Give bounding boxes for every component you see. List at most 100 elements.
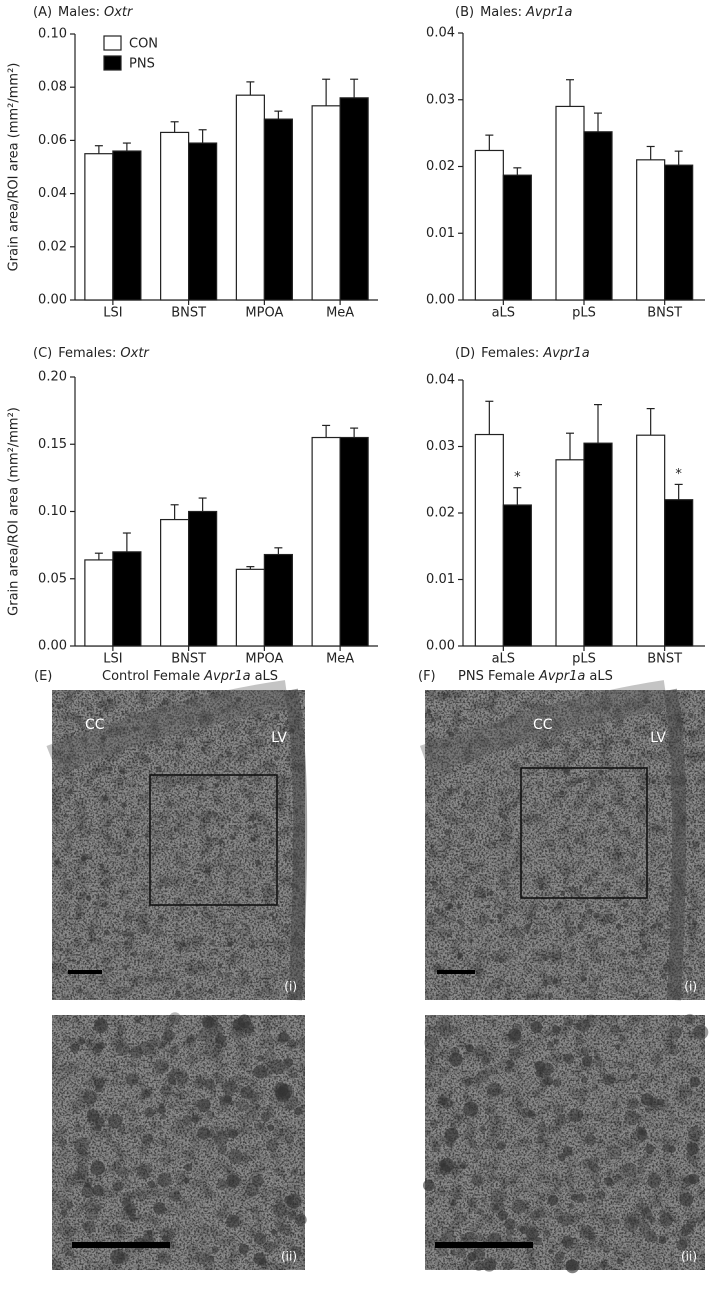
cell	[141, 1088, 152, 1099]
cell	[121, 948, 125, 952]
cell	[220, 1094, 232, 1106]
cell	[54, 859, 60, 865]
cell	[501, 814, 508, 820]
y-tick-label: 0.02	[38, 239, 67, 254]
cell	[568, 1108, 583, 1123]
cell	[288, 811, 293, 817]
cell	[450, 1123, 457, 1131]
cell	[115, 927, 121, 933]
cell	[450, 915, 456, 921]
cell	[257, 834, 260, 837]
cell	[197, 960, 202, 965]
cell	[686, 1142, 699, 1155]
cell	[652, 846, 656, 850]
cell	[184, 947, 190, 953]
cell	[188, 761, 192, 765]
legend-swatch	[103, 55, 122, 71]
cell	[226, 768, 230, 773]
panel-label: (A)	[33, 5, 52, 20]
cell	[284, 1195, 293, 1205]
y-tick-label: 0.01	[426, 572, 455, 587]
cell	[489, 891, 494, 896]
cell	[260, 1112, 271, 1122]
cell	[153, 1202, 166, 1215]
cell	[231, 1100, 238, 1107]
cell	[549, 808, 552, 811]
cell	[148, 1180, 156, 1189]
cell	[679, 1235, 692, 1248]
cell	[476, 1070, 489, 1083]
cell	[206, 1253, 213, 1261]
cell	[631, 796, 637, 801]
cell	[693, 758, 699, 764]
cell	[182, 1114, 193, 1126]
cell	[92, 787, 96, 792]
title-text: Males:	[480, 5, 522, 20]
cell	[537, 1122, 547, 1133]
cell	[81, 1149, 88, 1157]
y-tick-label: 0.06	[38, 133, 67, 148]
cell	[130, 953, 133, 957]
cell	[254, 1103, 261, 1110]
cell	[197, 1126, 211, 1140]
cell	[573, 838, 579, 844]
cell	[642, 906, 645, 909]
cell	[514, 763, 521, 769]
cell	[215, 774, 221, 780]
cell	[581, 1157, 592, 1169]
cell	[565, 1259, 580, 1274]
cell	[175, 1070, 190, 1085]
cell	[474, 1044, 487, 1057]
cell	[535, 1069, 544, 1078]
cell	[77, 988, 83, 994]
cell	[184, 691, 190, 698]
cell	[144, 1107, 155, 1118]
cell	[464, 1231, 478, 1246]
cell	[687, 915, 691, 920]
cell	[100, 892, 106, 898]
cell	[488, 717, 492, 722]
cell	[505, 983, 510, 988]
cell	[641, 1208, 652, 1220]
cell	[630, 754, 634, 758]
cell	[242, 781, 245, 785]
cell	[576, 1019, 590, 1033]
cell	[563, 1016, 574, 1027]
cell	[587, 818, 590, 821]
cell	[274, 914, 279, 919]
cell	[156, 978, 161, 982]
cell	[432, 1142, 441, 1152]
cell	[435, 965, 441, 972]
cell	[433, 907, 440, 914]
cell	[277, 877, 280, 880]
cell	[631, 950, 636, 956]
cell	[653, 983, 657, 986]
y-tick-label: 0.04	[38, 186, 67, 201]
y-axis-label: Grain area/ROI area (mm²/mm²)	[7, 407, 22, 616]
cell	[584, 1134, 596, 1146]
cell	[448, 788, 453, 793]
cell	[676, 1239, 688, 1251]
cell	[125, 1208, 132, 1215]
cell	[123, 849, 129, 855]
cell	[648, 1216, 655, 1223]
cell	[283, 923, 289, 929]
cell	[541, 1062, 554, 1076]
bar	[502, 504, 532, 647]
cell	[121, 930, 128, 937]
cell	[116, 1166, 127, 1177]
cell	[508, 1028, 522, 1042]
cell	[283, 792, 287, 796]
cell	[684, 1013, 696, 1025]
cell	[662, 942, 667, 947]
cell	[571, 862, 575, 866]
cell	[198, 863, 204, 869]
cell	[563, 1053, 575, 1064]
cell	[72, 959, 76, 963]
cell	[275, 715, 280, 720]
cell	[580, 1046, 589, 1055]
cell	[185, 700, 190, 705]
subpanel-label: (i)	[284, 980, 297, 994]
cell	[82, 1220, 96, 1234]
y-tick-label: 0.01	[426, 226, 455, 241]
